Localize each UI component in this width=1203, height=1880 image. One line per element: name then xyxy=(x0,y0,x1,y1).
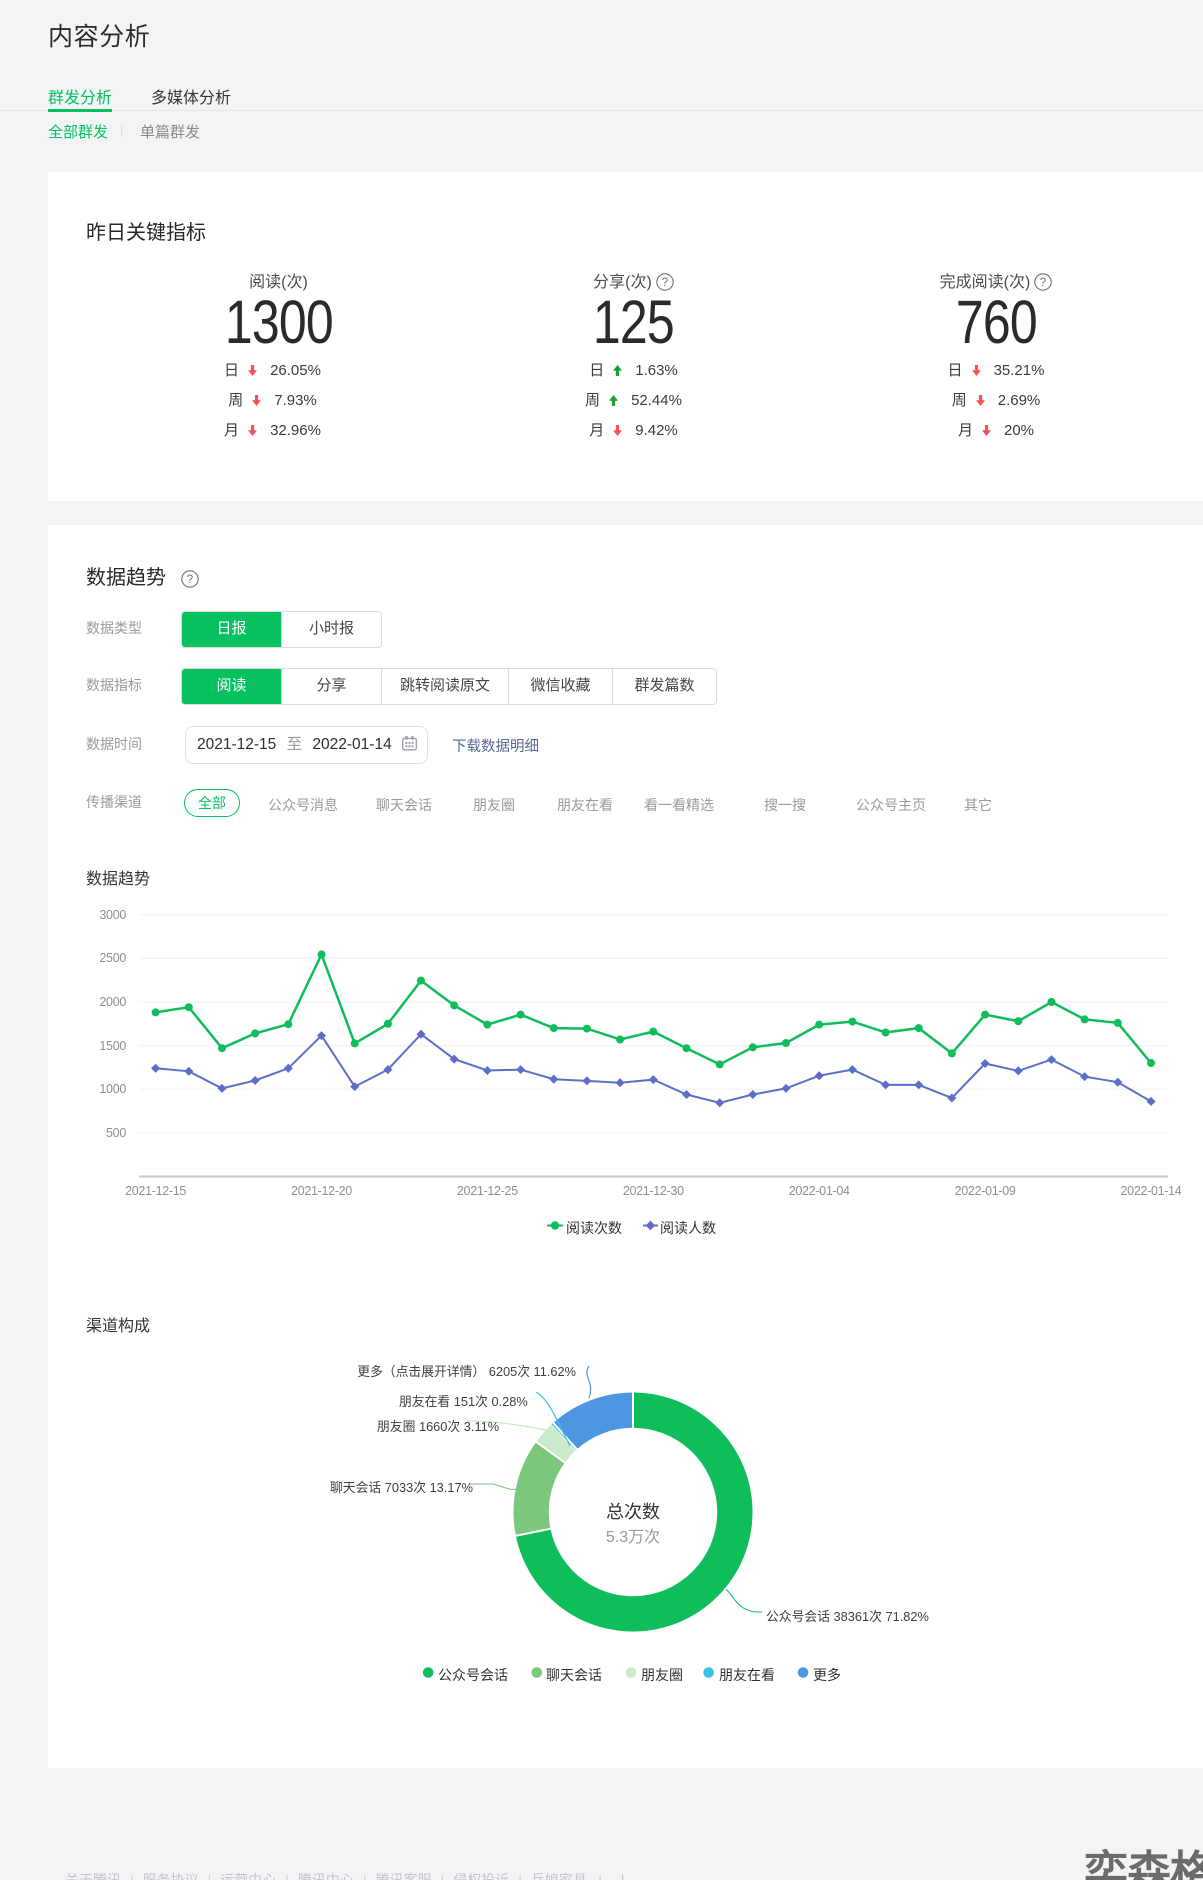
svg-text:?: ? xyxy=(187,574,193,586)
svg-text:?: ? xyxy=(1040,277,1046,289)
svg-text:?: ? xyxy=(662,277,668,289)
